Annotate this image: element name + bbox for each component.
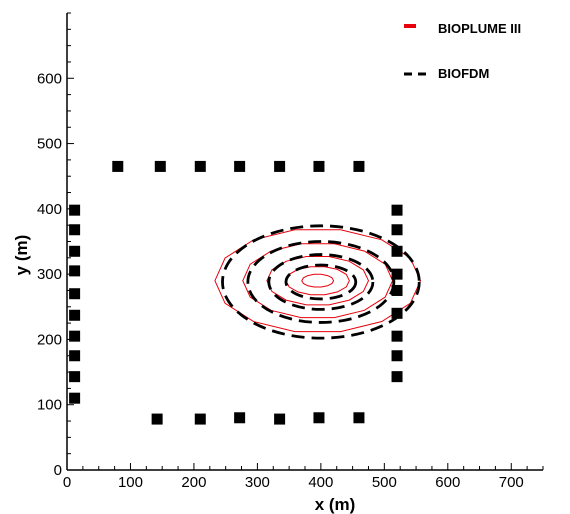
well-marker (194, 413, 206, 425)
legend-label-bioplume: BIOPLUME III (438, 21, 521, 36)
well-marker (391, 350, 403, 362)
y-tick-label: 400 (37, 201, 62, 218)
bioplume-contour-line (285, 266, 350, 296)
well-marker (391, 307, 403, 319)
x-tick-label: 600 (435, 474, 460, 491)
bioplume-contours (214, 229, 422, 333)
y-tick-label: 600 (37, 70, 62, 87)
bioplume-contour-line (301, 273, 335, 288)
legend-label-biofdm: BIOFDM (438, 66, 489, 81)
well-marker (274, 413, 286, 425)
well-marker (391, 371, 403, 383)
well-marker (234, 160, 246, 172)
well-marker (69, 204, 81, 216)
x-tick-label: 500 (372, 474, 397, 491)
x-axis-ticks: 0 100 200 300 400 500 600 700 (63, 463, 544, 491)
legend: BIOPLUME III BIOFDM (404, 21, 521, 81)
well-marker (391, 330, 403, 342)
well-marker (274, 160, 286, 172)
biofdm-contours (221, 224, 421, 340)
biofdm-contour-line (246, 240, 396, 324)
legend-item-bioplume: BIOPLUME III (404, 21, 521, 36)
well-marker (234, 412, 246, 424)
y-tick-label: 200 (37, 331, 62, 348)
well-marker (151, 413, 163, 425)
bioplume-contour-line (242, 243, 394, 319)
x-tick-label: 0 (63, 474, 71, 491)
well-marker (391, 245, 403, 257)
well-marker (391, 268, 403, 280)
well-marker (112, 160, 124, 172)
y-axis-ticks: 0 100 200 300 400 500 600 (37, 12, 74, 479)
biofdm-contour-line (284, 263, 358, 301)
well-marker (69, 224, 81, 236)
well-markers-layer (69, 160, 403, 425)
biofdm-contour-line (267, 253, 375, 311)
well-marker (69, 350, 81, 362)
well-marker (353, 412, 365, 424)
biofdm-contour-line (221, 224, 421, 340)
x-tick-label: 700 (499, 474, 524, 491)
axes-layer: 0 100 200 300 400 500 600 700 0 100 200 300 400 500 6… (37, 12, 544, 491)
y-tick-label: 0 (54, 462, 62, 479)
x-tick-label: 300 (245, 474, 270, 491)
well-marker (391, 204, 403, 216)
y-tick-label: 100 (37, 397, 62, 414)
well-marker (313, 412, 325, 424)
y-tick-label: 500 (37, 136, 62, 153)
legend-swatch-bioplume (404, 24, 416, 28)
y-tick-label: 300 (37, 266, 62, 283)
legend-item-biofdm: BIOFDM (404, 66, 489, 81)
plot-area (69, 160, 422, 425)
well-marker (69, 288, 81, 300)
x-tick-label: 100 (118, 474, 143, 491)
contours-layer (214, 224, 422, 340)
well-marker (154, 160, 166, 172)
x-tick-label: 200 (181, 474, 206, 491)
well-marker (194, 160, 206, 172)
bioplume-contour-line (266, 256, 370, 306)
well-marker (69, 309, 81, 321)
well-marker (69, 330, 81, 342)
well-marker (313, 160, 325, 172)
well-marker (69, 392, 81, 404)
x-tick-label: 400 (308, 474, 333, 491)
well-marker (391, 284, 403, 296)
well-marker (391, 224, 403, 236)
well-marker (69, 371, 81, 383)
well-marker (69, 245, 81, 257)
well-marker (69, 265, 81, 277)
x-axis-title: x (m) (315, 495, 356, 514)
y-axis-title: y (m) (12, 235, 31, 276)
bioplume-contour-line (214, 229, 422, 333)
well-marker (353, 160, 365, 172)
